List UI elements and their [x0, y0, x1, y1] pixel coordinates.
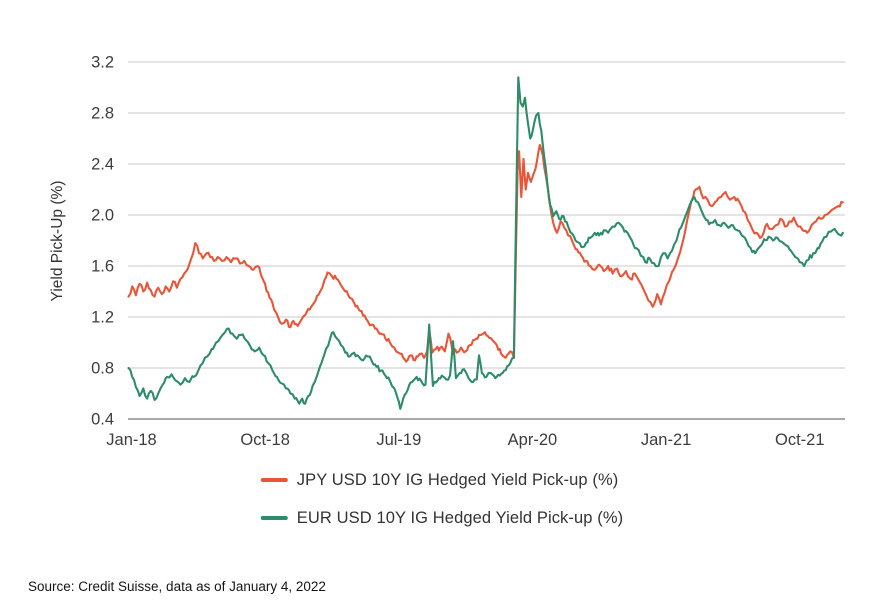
legend-label-eur: EUR USD 10Y IG Hedged Yield Pick-up (%) — [296, 508, 624, 527]
x-tick-label: Oct-21 — [775, 431, 825, 449]
x-tick-label: Jan-21 — [641, 431, 691, 449]
x-tick-label: Jul-19 — [376, 431, 421, 449]
legend-item-eur: EUR USD 10Y IG Hedged Yield Pick-up (%) — [260, 508, 624, 528]
x-tick-label: Apr-20 — [508, 431, 558, 449]
jpy-line-swatch — [260, 478, 288, 482]
eur-line-swatch — [260, 516, 288, 520]
series-line-jpy — [127, 143, 844, 363]
series-line-eur — [127, 76, 844, 410]
source-note: Source: Credit Suisse, data as of Januar… — [28, 579, 326, 594]
y-tick-label: 2.0 — [91, 207, 114, 225]
y-axis-title: Yield Pick-Up (%) — [49, 181, 66, 302]
y-tick-label: 3.2 — [91, 54, 114, 72]
x-tick-label: Jan-18 — [106, 431, 156, 449]
y-tick-label: 1.2 — [91, 309, 114, 327]
x-tick-label: Oct-18 — [240, 431, 290, 449]
y-tick-label: 0.8 — [91, 360, 114, 378]
y-tick-label: 0.4 — [91, 411, 114, 429]
legend-item-jpy: JPY USD 10Y IG Hedged Yield Pick-up (%) — [260, 470, 623, 490]
chart-legend: JPY USD 10Y IG Hedged Yield Pick-up (%) … — [260, 470, 624, 528]
chart-plot-area: 3.2 2.8 2.4 2.0 1.6 1.2 0.8 0.4 Jan-18 Oct-18 Jul-… — [49, 54, 845, 449]
legend-label-jpy: JPY USD 10Y IG Hedged Yield Pick-up (%) — [296, 470, 619, 489]
y-tick-label: 1.6 — [91, 258, 114, 276]
y-tick-label: 2.8 — [91, 105, 114, 123]
y-tick-label: 2.4 — [91, 156, 114, 174]
